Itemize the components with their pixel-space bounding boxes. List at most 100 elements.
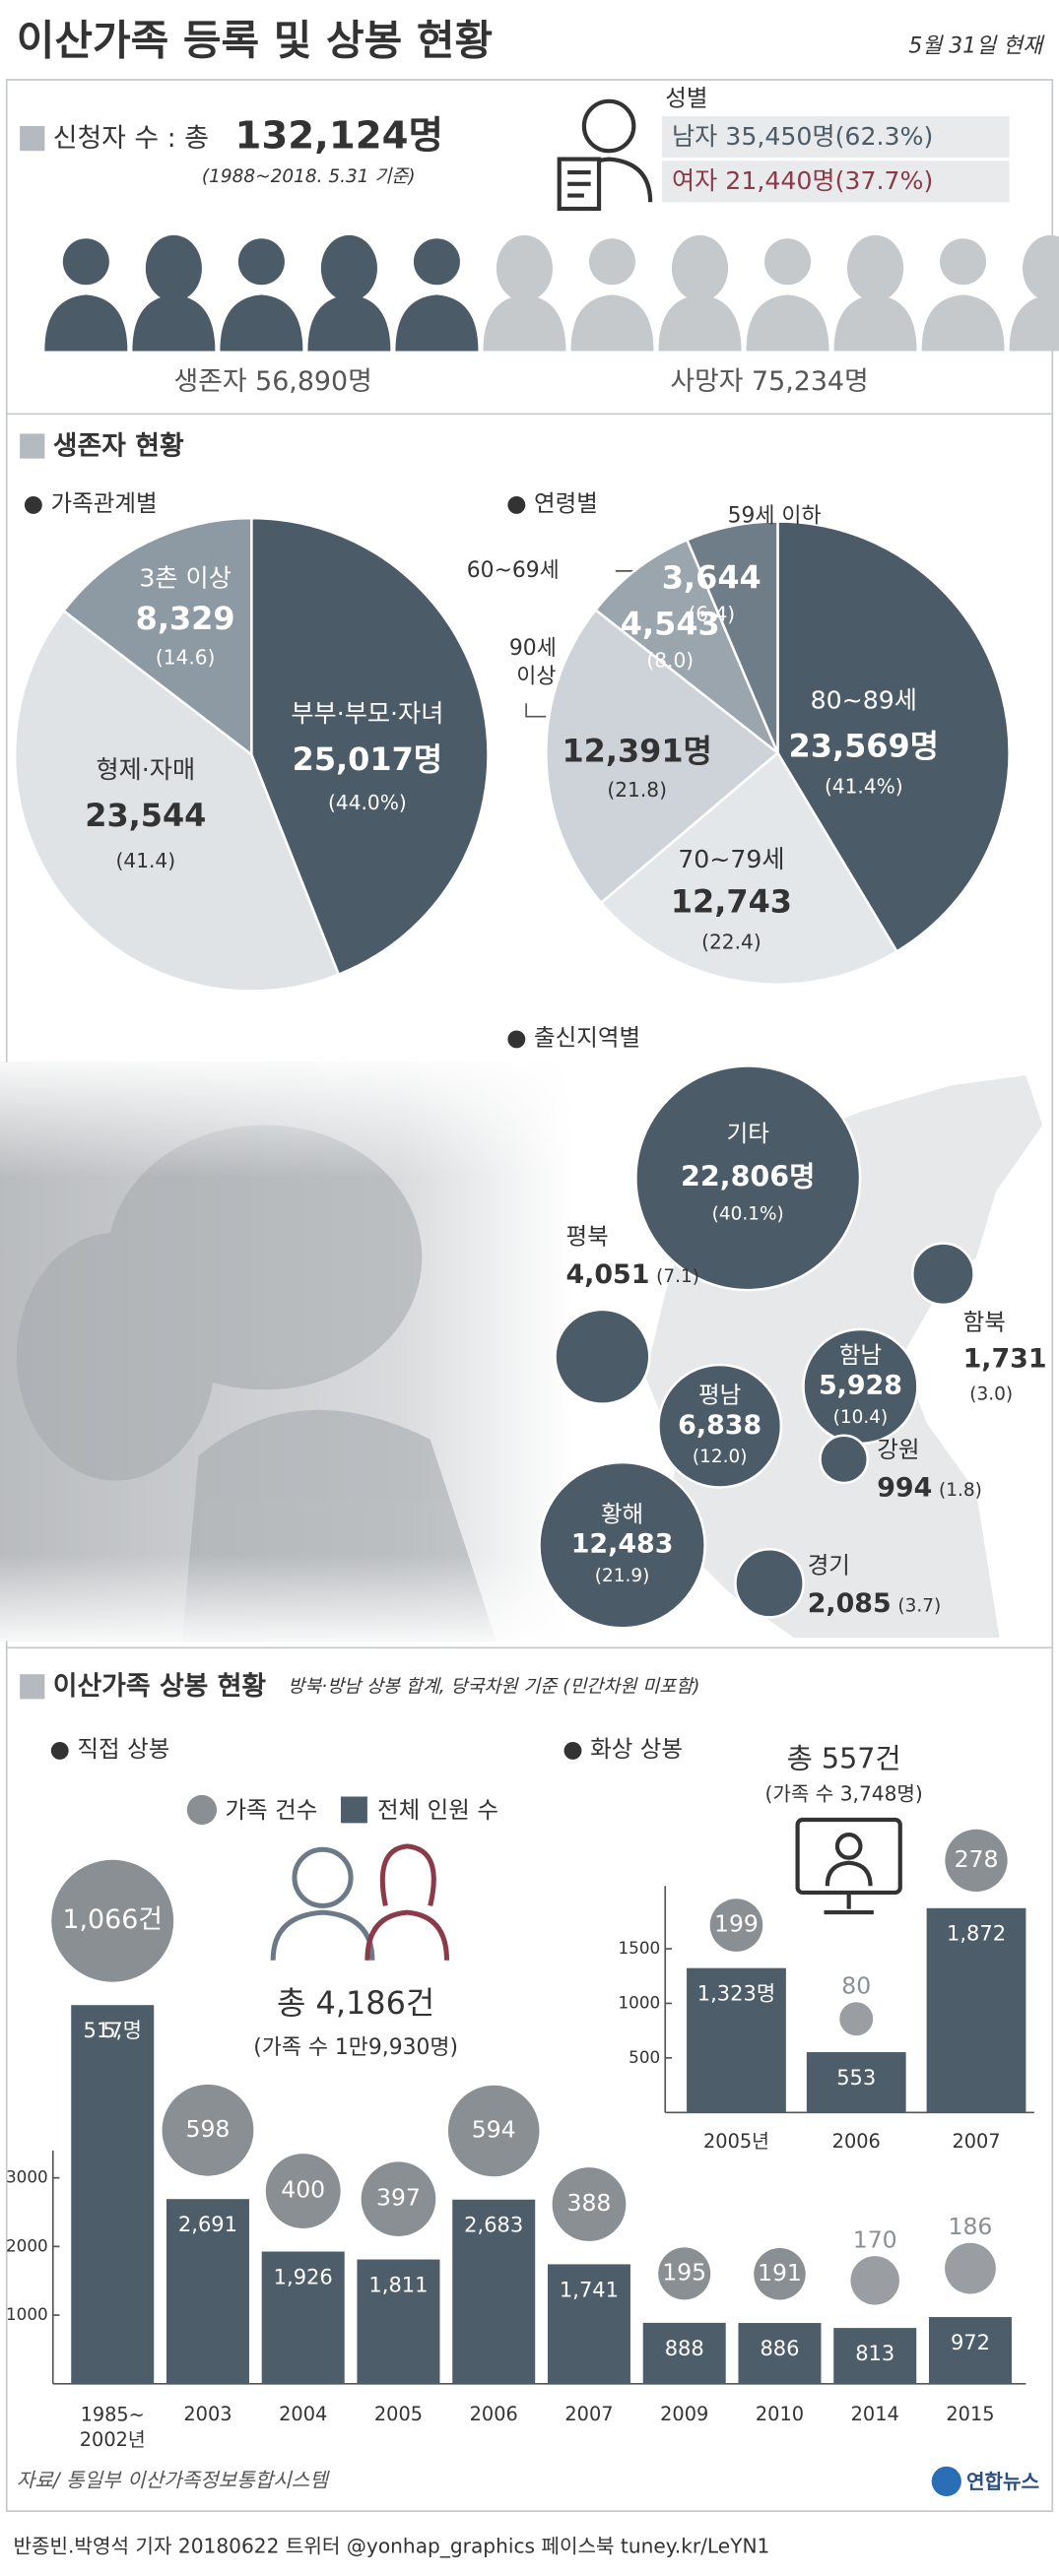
family-circle [850, 2256, 899, 2305]
applicants-total: 132,124명 [235, 113, 443, 158]
bubble-count: 6,838 [678, 1410, 761, 1441]
bar-label: 1,741 [560, 2278, 619, 2301]
bubble-percent: (1.8) [939, 1480, 982, 1501]
bar [642, 2322, 726, 2384]
chart-title: ● 화상 상봉 [563, 1735, 683, 1763]
family-circle [945, 2242, 996, 2294]
slice-percent: (41.4%) [825, 774, 903, 798]
family-circle [265, 2154, 341, 2229]
logo-mark [931, 2466, 961, 2497]
y-tick-label: 1500 [618, 1938, 660, 1958]
bar-label: 2,691 [178, 2213, 237, 2236]
bar-label: 2,683 [464, 2214, 523, 2237]
slice-percent: (6.4) [688, 603, 735, 626]
family-circle [839, 2002, 874, 2036]
slice-label: 80~89세 [811, 686, 917, 715]
circle-label: 1,066건 [62, 1904, 163, 1935]
female-count: 여자 21,440명(37.7%) [672, 166, 933, 195]
section-title: 이산가족 상봉 현황 [53, 1671, 267, 1702]
slice-label: 60~69세 [467, 558, 560, 583]
pie-slice [13, 609, 341, 993]
circle-label: 195 [662, 2258, 706, 2286]
slice-percent: (21.8) [607, 778, 667, 802]
bubble [819, 1434, 870, 1485]
chart-title: ● 연령별 [506, 489, 598, 517]
x-tick-label: 2003 [183, 2403, 232, 2425]
family-circle [945, 1829, 1008, 1892]
legend-bar [341, 1796, 367, 1824]
slice-count: 4,543 [621, 605, 720, 642]
slice-count: 12,743 [671, 882, 792, 920]
bar-label: 1,811 [368, 2273, 428, 2296]
body [307, 294, 391, 352]
gender-icon [557, 98, 653, 212]
bar [806, 2052, 906, 2113]
family-circle [552, 2167, 627, 2241]
circle-label: 278 [955, 1845, 999, 1873]
applicants-basis: (1988~2018. 5.31 기준) [202, 166, 416, 187]
total-note: (가족 수 3,748명) [764, 1781, 922, 1805]
circle-label: 199 [714, 1910, 759, 1938]
bubble-count: 4,051 [565, 1259, 649, 1290]
bar-label: 5,517명 [84, 2019, 142, 2042]
bubble-percent: (21.9) [595, 1566, 650, 1586]
head [237, 238, 285, 286]
bar [452, 2199, 536, 2384]
body [833, 294, 917, 352]
bubble-name: 함북 [963, 1309, 1006, 1336]
y-tick-label: 2000 [6, 2235, 48, 2255]
circle-label: 400 [281, 2176, 325, 2204]
x-tick-label: 2007 [952, 2130, 1000, 2153]
chart-title: ● 출신지역별 [506, 1024, 640, 1052]
chart-title: ● 직접 상봉 [49, 1735, 169, 1763]
bar-label: 886 [760, 2337, 799, 2360]
bar [833, 2328, 917, 2384]
head [150, 238, 197, 286]
pie-slice [685, 520, 779, 754]
y-tick-label: 3000 [6, 2167, 48, 2187]
pie-slice [593, 538, 779, 754]
x-tick-label: 1985~ 2002년 [80, 2403, 146, 2450]
pie-slice [545, 608, 780, 905]
bubble-percent: (3.0) [969, 1384, 1013, 1404]
bubble-name: 평북 [565, 1222, 608, 1250]
circle-label: 598 [186, 2115, 231, 2143]
slice-count: 23,569명 [789, 728, 939, 765]
bubble-count: 5,928 [819, 1370, 902, 1400]
x-tick-label: 2005 [374, 2403, 423, 2425]
couple-icon [270, 1843, 450, 1961]
head [325, 238, 372, 286]
bubble-count: 2,085 [808, 1588, 892, 1619]
x-tick-label: 2015 [946, 2403, 994, 2425]
slice-label: 부부·부모·자녀 [291, 699, 443, 728]
body [1009, 294, 1059, 352]
head [1027, 238, 1059, 286]
bar [687, 1967, 786, 2113]
living-label: 생존자 56,890명 [173, 366, 371, 397]
bubble-count: 1,731 [963, 1344, 1047, 1375]
title: 이산가족 등록 및 상봉 현황 [17, 17, 493, 65]
body [44, 294, 128, 352]
dead-label: 사망자 75,234명 [670, 366, 868, 397]
body [658, 294, 742, 352]
head [62, 238, 109, 286]
bar-label: 972 [951, 2331, 990, 2354]
circle-label: 80 [841, 1972, 871, 2000]
slice-count: 3,644 [662, 558, 761, 596]
slice-label: 59세 이하 [728, 503, 822, 528]
legend-label: 가족 건수 [225, 1796, 317, 1824]
pie-slice [61, 516, 253, 757]
family-circle [709, 1899, 763, 1952]
head [940, 238, 987, 286]
source: 자료/ 통일부 이산가족정보통합시스템 [17, 2468, 331, 2491]
gender-title: 성별 [665, 85, 707, 112]
head [588, 238, 635, 286]
bubble [634, 1064, 862, 1292]
circle-label: 594 [472, 2115, 516, 2143]
bubble-name: 함남 [839, 1341, 882, 1369]
bubble-count: 12,483 [571, 1529, 674, 1560]
bubble [911, 1242, 975, 1307]
bar [71, 2005, 155, 2384]
head [413, 238, 460, 286]
head [676, 238, 724, 286]
